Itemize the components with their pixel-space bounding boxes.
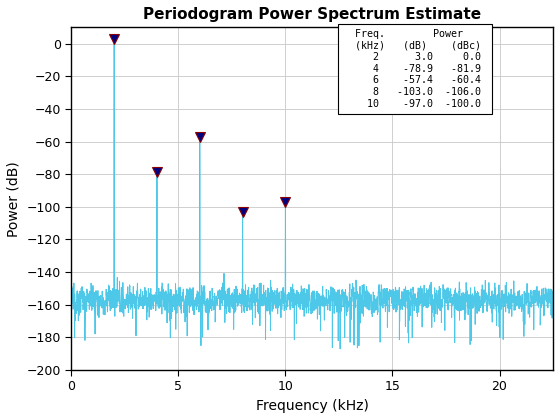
Text: Freq.        Power   
  (kHz)   (dB)    (dBc)
     2      3.0     0.0 
     4   : Freq. Power (kHz) (dB) (dBc) 2 3.0 0.0 4 [343,29,488,109]
Y-axis label: Power (dB): Power (dB) [7,161,21,236]
Title: Periodogram Power Spectrum Estimate: Periodogram Power Spectrum Estimate [143,7,481,22]
X-axis label: Frequency (kHz): Frequency (kHz) [256,399,368,413]
